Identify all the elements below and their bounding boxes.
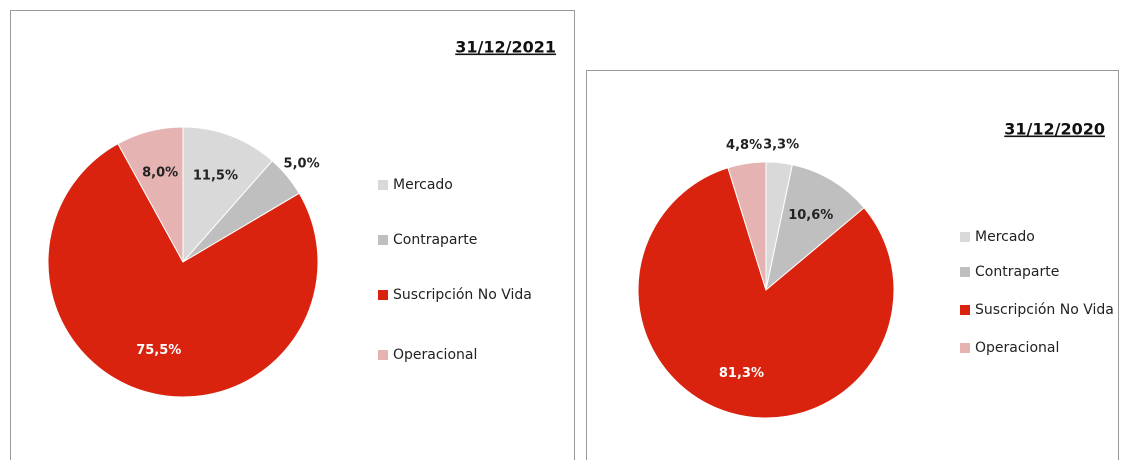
chart-title: 31/12/2020 [1004, 120, 1105, 139]
legend-swatch [960, 267, 970, 277]
legend-swatch [378, 350, 388, 360]
data-label: 10,6% [788, 208, 833, 223]
legend-swatch [378, 180, 388, 190]
panel-frame [10, 10, 575, 460]
legend-swatch [960, 343, 970, 353]
data-label: 75,5% [136, 343, 181, 358]
legend-swatch [378, 290, 388, 300]
legend-swatch [960, 305, 970, 315]
pie-slice [727, 161, 767, 291]
pie-slice [637, 167, 895, 419]
legend-label: Contraparte [975, 264, 1059, 280]
legend-swatch [960, 232, 970, 242]
data-label: 5,0% [284, 156, 320, 171]
data-label: 4,8% [726, 138, 762, 153]
panel-frame [586, 70, 1119, 460]
chart-title: 31/12/2021 [455, 38, 556, 57]
pie-slice [765, 164, 865, 292]
data-label: 81,3% [719, 366, 764, 381]
legend-label: Mercado [393, 177, 453, 193]
legend-label: Contraparte [393, 232, 477, 248]
legend-label: Operacional [975, 340, 1059, 356]
pie-slice [182, 126, 273, 264]
legend-label: Operacional [393, 347, 477, 363]
legend-label: Suscripción No Vida [393, 287, 532, 303]
legend-swatch [378, 235, 388, 245]
data-label: 8,0% [142, 166, 178, 181]
pie-slice [47, 143, 319, 398]
data-label: 11,5% [193, 169, 238, 184]
pie-slice [117, 126, 184, 263]
legend-label: Mercado [975, 229, 1035, 245]
legend-label: Suscripción No Vida [975, 302, 1114, 318]
data-label: 3,3% [763, 137, 799, 152]
